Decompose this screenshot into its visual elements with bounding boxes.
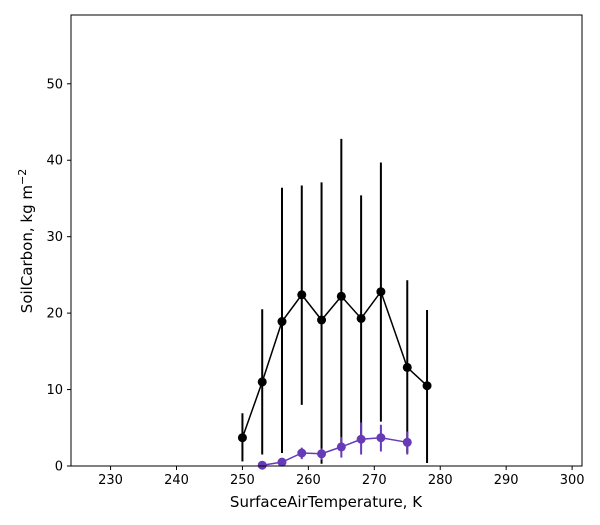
series-2 [257, 422, 412, 470]
data-point [422, 381, 432, 391]
y-tick-label: 40 [46, 154, 63, 169]
y-tick-label: 50 [46, 77, 63, 92]
x-tick-label: 250 [230, 473, 255, 488]
x-tick-label: 260 [296, 473, 321, 488]
x-axis-title: SurfaceAirTemperature, K [230, 493, 423, 511]
y-tick-label: 20 [46, 307, 63, 322]
data-point [277, 317, 287, 327]
x-tick-label: 230 [98, 473, 123, 488]
data-point [317, 449, 327, 459]
y-tick-label: 30 [46, 230, 63, 245]
data-point [277, 457, 287, 467]
plot-series [237, 138, 432, 470]
data-point [356, 313, 366, 323]
data-point [376, 287, 386, 297]
data-point [402, 362, 412, 372]
data-point [257, 377, 267, 387]
plot-frame [70, 14, 583, 467]
data-point [257, 460, 267, 470]
axis-ticks: 230 240 250 260 270 280 290 300 0 10 20 30 40 50 [46, 77, 584, 488]
y-tick-label: 0 [55, 460, 63, 475]
data-point [336, 291, 346, 301]
data-point [297, 448, 307, 458]
y-axis-title-superscript: −2 [16, 169, 29, 185]
y-axis-title: SoilCarbon, kg m−2 [16, 169, 36, 313]
x-tick-label: 280 [428, 473, 453, 488]
series-line [241, 290, 428, 438]
x-tick-label: 270 [362, 473, 387, 488]
x-tick-label: 240 [164, 473, 189, 488]
data-point [237, 433, 247, 443]
y-axis-title-main: SoilCarbon, kg m [18, 185, 36, 313]
y-tick-label: 10 [46, 383, 63, 398]
x-tick-label: 300 [560, 473, 585, 488]
data-point [356, 434, 366, 444]
data-point [336, 442, 346, 452]
x-tick-label: 290 [494, 473, 519, 488]
data-point [317, 315, 327, 325]
data-point [376, 433, 386, 443]
series-1 [237, 138, 432, 464]
data-point [297, 290, 307, 300]
data-point [402, 437, 412, 447]
